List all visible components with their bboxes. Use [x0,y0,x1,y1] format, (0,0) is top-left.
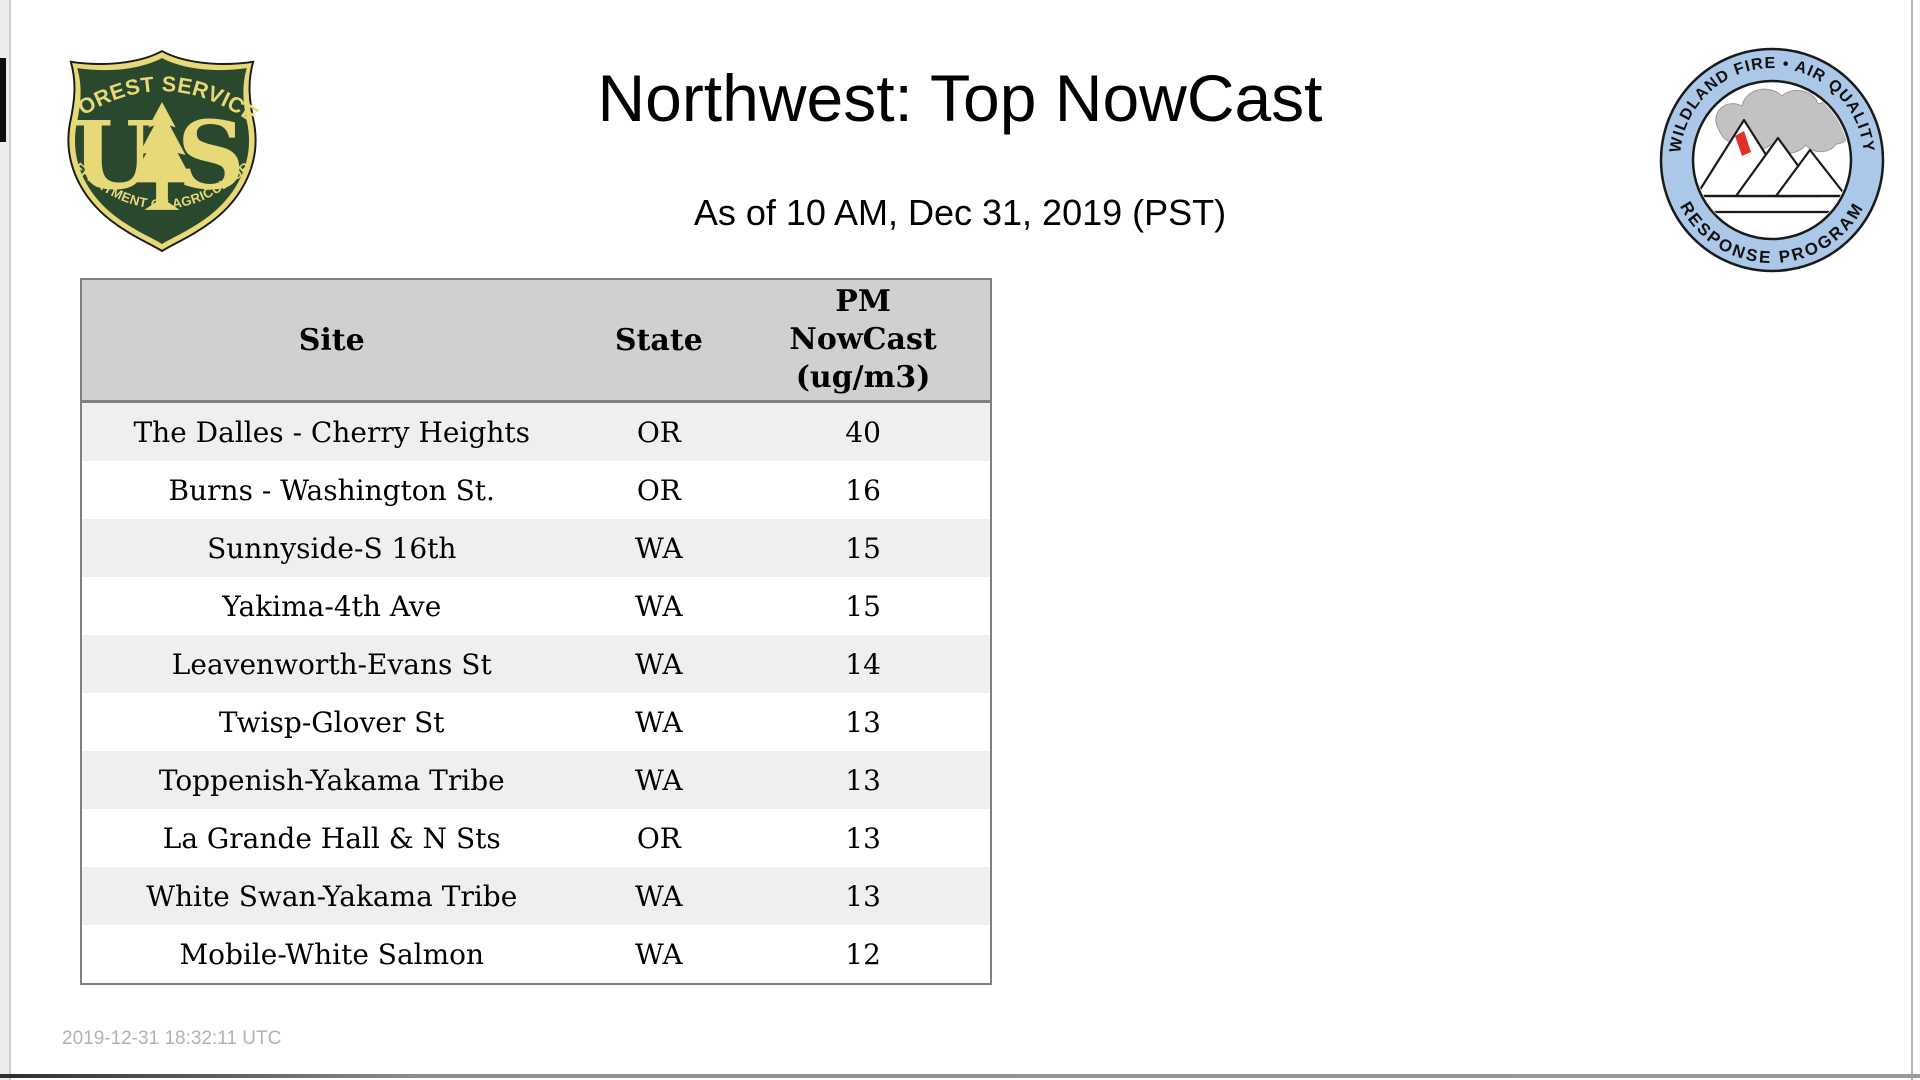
monogram-u: U [72,101,154,211]
value-cell: 13 [845,821,881,855]
table-row: Toppenish-Yakama Tribe WA 13 [81,751,991,809]
state-cell: WA [635,531,683,565]
value-cell: 13 [845,705,881,739]
pine-tree-icon [130,102,194,210]
value-cell: 15 [845,531,881,565]
state-cell: OR [636,415,681,449]
site-cell: La Grande Hall & N Sts [162,821,501,855]
site-cell: Twisp-Glover St [218,705,445,739]
value-cell: 13 [845,763,881,797]
header-line: NowCast [789,322,937,357]
header-line: PM [835,284,891,319]
header-line: (ug/m3) [795,360,931,395]
site-cell: Sunnyside-S 16th [207,531,457,565]
column-header-site: Site [81,279,582,403]
page-subtitle: As of 10 AM, Dec 31, 2019 (PST) [693,192,1227,233]
state-cell: WA [635,589,683,623]
nowcast-table: Site State PM NowCast (ug/m3) The Dalles… [80,278,992,985]
value-cell: 14 [845,647,881,681]
state-cell: WA [635,705,683,739]
state-cell: OR [636,821,681,855]
generated-timestamp: 2019-12-31 18:32:11 UTC [62,1028,282,1049]
table-row: La Grande Hall & N Sts OR 13 [81,809,991,867]
state-cell: WA [635,647,683,681]
value-cell: 40 [845,415,881,449]
window-frame-left-border [9,0,11,1080]
state-cell: WA [635,937,683,971]
state-cell: OR [636,473,681,507]
wfaqrp-logo: WILDLAND FIRE • AIR QUALITY RESPONSE PRO… [1659,47,1885,273]
table-row: The Dalles - Cherry Heights OR 40 [81,401,991,461]
window-frame-right-border [1911,0,1913,1080]
table-row: Mobile-White Salmon WA 12 [81,925,991,984]
site-cell: Toppenish-Yakama Tribe [158,763,505,797]
flame-icon [1735,131,1751,156]
value-cell: 13 [845,879,881,913]
column-header-pm-nowcast: PM NowCast (ug/m3) [736,279,991,403]
site-cell: Leavenworth-Evans St [171,647,492,681]
column-header-state: State [581,279,737,403]
forest-service-logo: FOREST SERVICE U S DEPARTMENT OF AGRICUL… [64,46,260,253]
site-cell: Mobile-White Salmon [179,937,485,971]
site-cell: The Dalles - Cherry Heights [133,415,530,449]
table-row: Burns - Washington St. OR 16 [81,461,991,519]
state-cell: WA [635,879,683,913]
mountains-icon [1695,118,1848,198]
table-body: The Dalles - Cherry Heights OR 40 Burns … [81,401,991,984]
site-cell: Burns - Washington St. [168,473,495,507]
monogram-s: S [177,101,245,211]
table-row: Yakima-4th Ave WA 15 [81,577,991,635]
table-row: White Swan-Yakama Tribe WA 13 [81,867,991,925]
page-title: Northwest: Top NowCast [597,61,1323,135]
window-frame-left-strip [0,0,9,1080]
window-frame-bottom-border [0,1074,1920,1078]
state-cell: WA [635,763,683,797]
value-cell: 16 [845,473,881,507]
site-cell: White Swan-Yakama Tribe [146,879,518,913]
site-cell: Yakima-4th Ave [222,589,442,623]
value-cell: 12 [845,937,881,971]
window-edge-artifact [0,58,6,142]
table-row: Leavenworth-Evans St WA 14 [81,635,991,693]
value-cell: 15 [845,589,881,623]
table-header: Site State PM NowCast (ug/m3) [81,279,991,403]
table-row: Sunnyside-S 16th WA 15 [81,519,991,577]
table-row: Twisp-Glover St WA 13 [81,693,991,751]
